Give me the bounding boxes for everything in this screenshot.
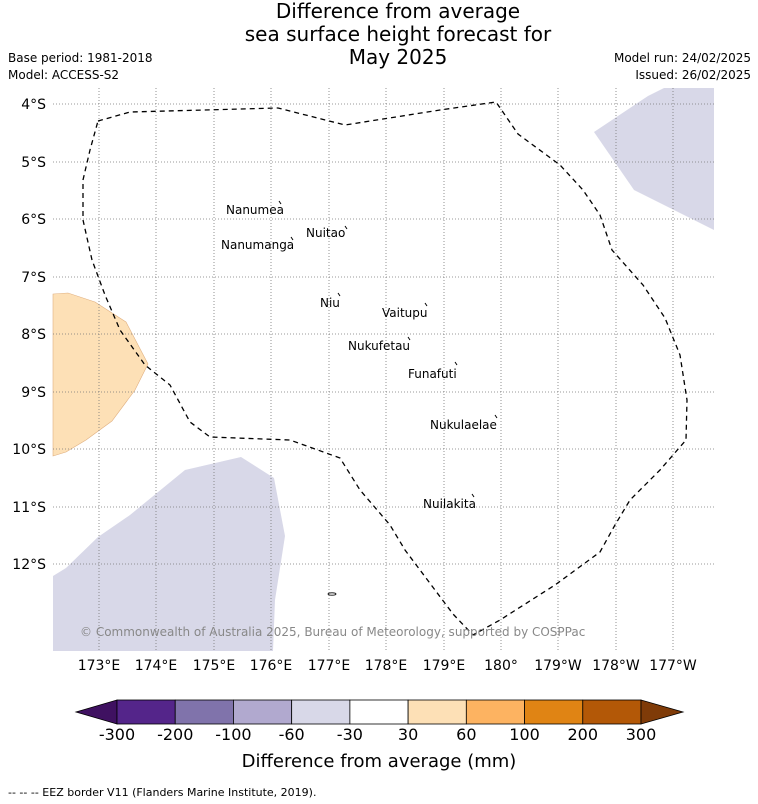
negative-anomaly-region-southwest <box>53 457 285 651</box>
eez-border <box>82 101 688 636</box>
latitude-labels: 4°S 5°S 6°S 7°S 8°S 9°S 10°S 11°S 12°S <box>12 97 46 573</box>
title-line-3: May 2025 <box>348 45 448 69</box>
lat-tick-label: 8°S <box>21 327 46 343</box>
title-line-2: sea surface height forecast for <box>244 22 552 46</box>
colorbar <box>74 699 685 725</box>
colorbar-tick-label: -300 <box>98 725 136 744</box>
island-mark <box>278 200 282 205</box>
island-mark <box>494 414 498 419</box>
copyright-notice: © Commonwealth of Australia 2025, Bureau… <box>80 625 585 639</box>
lon-tick-label: 179°W <box>534 658 582 674</box>
lon-tick-label: 174°E <box>135 658 178 674</box>
colorbar-extend-low <box>74 699 118 725</box>
base-period: Base period: 1981-2018 <box>8 51 153 65</box>
colorbar-tick-label: 200 <box>567 725 599 744</box>
island-mark <box>337 292 341 297</box>
lon-tick-label: 176°E <box>250 658 293 674</box>
colorbar-tick-label: 30 <box>397 725 419 744</box>
colorbar-swatch <box>524 699 584 725</box>
island-label: Nanumanga <box>221 238 294 252</box>
lon-tick-label: 175°E <box>193 658 236 674</box>
colorbar-title: Difference from average (mm) <box>241 751 517 772</box>
lon-tick-label: 177°W <box>649 658 697 674</box>
colorbar-tick-label: 300 <box>625 725 657 744</box>
island-mark <box>290 236 294 241</box>
lat-tick-label: 7°S <box>21 270 46 286</box>
gridlines <box>53 88 714 651</box>
lat-tick-label: 10°S <box>12 442 46 458</box>
lat-tick-label: 9°S <box>21 385 46 401</box>
lat-tick-label: 4°S <box>21 97 46 113</box>
lon-tick-label: 180° <box>484 658 518 674</box>
island-mark <box>344 225 348 230</box>
island-label: Niu <box>320 296 340 310</box>
island-label: Funafuti <box>408 367 457 381</box>
colorbar-swatch <box>174 699 234 725</box>
meta-right: Model run: 24/02/2025 Issued: 26/02/2025 <box>614 50 751 84</box>
lon-tick-label: 178°E <box>365 658 408 674</box>
colorbar-tick-label: -200 <box>157 725 194 744</box>
island-mark <box>454 361 458 366</box>
positive-anomaly-region-west <box>52 292 149 457</box>
issued-date: Issued: 26/02/2025 <box>635 68 751 82</box>
lon-tick-label: 178°W <box>592 658 640 674</box>
title-line-1: Difference from average <box>275 0 521 23</box>
lon-tick-label: 177°E <box>308 658 351 674</box>
island-label: Nuitao <box>306 226 345 240</box>
islands: Nanumea Nuitao Nanumanga Niu Vaitupu Nukufeta… <box>221 200 498 596</box>
longitude-labels: 173°E 174°E 175°E 176°E 177°E 178°E 179°E 180° 1… <box>78 658 697 674</box>
colorbar-swatch <box>582 699 642 725</box>
island-label: Vaitupu <box>382 306 428 320</box>
lat-tick-label: 11°S <box>12 500 46 516</box>
island-label: Nuilakita <box>423 497 476 511</box>
island-label: Nanumea <box>226 203 284 217</box>
colorbar-swatch <box>465 699 525 725</box>
anomaly-fields <box>52 88 714 651</box>
island-mark <box>424 302 428 307</box>
meta-left: Base period: 1981-2018 Model: ACCESS-S2 <box>8 50 153 84</box>
colorbar-swatch <box>291 699 351 725</box>
islet-mark <box>327 592 337 596</box>
colorbar-tick-label: 60 <box>456 725 477 744</box>
colorbar-extend-high <box>640 699 685 725</box>
island-mark <box>471 493 475 498</box>
colorbar-tick-label: 100 <box>509 725 540 744</box>
eez-legend-note: -- -- -- EEZ border V11 (Flanders Marine… <box>8 786 317 799</box>
island-label: Nukulaelae <box>430 418 497 432</box>
lat-tick-label: 12°S <box>12 557 46 573</box>
colorbar-swatch <box>407 699 467 725</box>
map-title: Difference from average sea surface heig… <box>0 0 758 69</box>
model-run: Model run: 24/02/2025 <box>613 51 751 65</box>
lat-tick-label: 6°S <box>21 212 46 228</box>
colorbar-swatch <box>233 699 293 725</box>
island-label: Nukufetau <box>348 339 410 353</box>
island-mark <box>407 336 411 341</box>
colorbar-swatch <box>116 699 176 725</box>
colorbar-swatch <box>349 699 409 725</box>
lon-tick-label: 179°E <box>423 658 466 674</box>
colorbar-tick-label: -30 <box>336 725 363 744</box>
colorbar-tick-label: -100 <box>215 725 252 744</box>
model-name: Model: ACCESS-S2 <box>8 68 120 82</box>
colorbar-tick-label: -60 <box>278 725 305 744</box>
lon-tick-label: 173°E <box>78 658 121 674</box>
negative-anomaly-region-northeast <box>594 88 714 230</box>
lat-tick-label: 5°S <box>21 155 46 171</box>
